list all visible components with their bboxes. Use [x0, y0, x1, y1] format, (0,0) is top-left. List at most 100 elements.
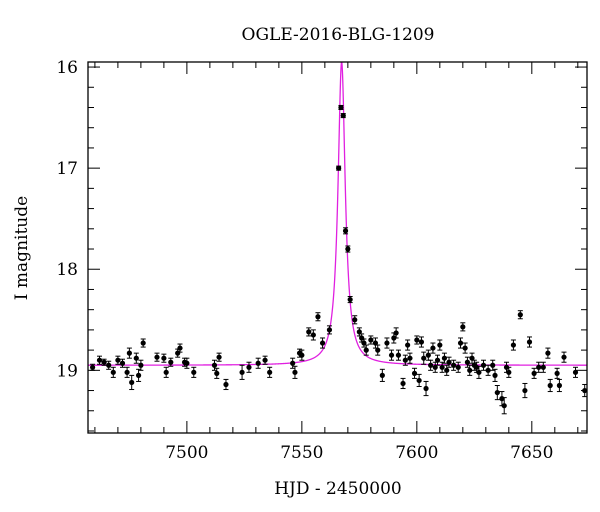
- data-point: [168, 359, 174, 365]
- data-point: [418, 339, 425, 345]
- y-tick-label: 16: [56, 58, 78, 78]
- x-axis-label: HJD - 2450000: [274, 479, 402, 499]
- data-point: [211, 362, 218, 368]
- data-point: [522, 387, 528, 394]
- plot-frame: [87, 61, 588, 434]
- data-point: [310, 332, 316, 338]
- data-point: [425, 352, 431, 358]
- data-point: [407, 355, 413, 361]
- data-point: [545, 350, 551, 356]
- data-point: [119, 360, 126, 366]
- x-tick-labels: 7500 7550 7600 7650: [165, 443, 553, 463]
- data-point: [375, 347, 381, 353]
- data-point: [262, 357, 268, 363]
- data-point: [494, 389, 500, 396]
- data-point: [467, 367, 473, 373]
- data-point: [133, 355, 139, 361]
- data-point: [292, 369, 298, 375]
- data-point: [572, 369, 579, 375]
- data-points-group: [89, 104, 588, 415]
- data-point: [437, 342, 443, 348]
- data-point: [352, 317, 358, 323]
- data-point: [526, 339, 533, 345]
- data-point: [561, 354, 567, 360]
- x-tick-label: 7500: [165, 443, 208, 463]
- data-point: [388, 352, 395, 358]
- data-point: [416, 377, 422, 384]
- data-point: [106, 362, 112, 368]
- data-point: [379, 372, 385, 378]
- data-point: [223, 381, 229, 388]
- data-point: [428, 362, 434, 368]
- data-point: [338, 104, 344, 111]
- chart-title: OGLE-2016-BLG-1209: [242, 25, 435, 45]
- data-point: [421, 355, 427, 361]
- data-point: [124, 369, 130, 375]
- data-point: [129, 379, 135, 386]
- data-point: [432, 364, 438, 370]
- data-point: [163, 369, 169, 375]
- data-point: [501, 403, 507, 409]
- data-point: [89, 364, 96, 370]
- data-point: [506, 369, 512, 375]
- y-tick-label: 17: [56, 159, 78, 179]
- data-point: [393, 330, 399, 336]
- y-axis-label: I magnitude: [12, 196, 32, 300]
- x-tick-label: 7650: [510, 443, 553, 463]
- data-point: [462, 345, 468, 351]
- data-point: [154, 354, 160, 360]
- data-point: [510, 342, 517, 348]
- data-point: [336, 165, 342, 171]
- data-point: [347, 296, 353, 303]
- data-point: [101, 359, 107, 365]
- data-point: [430, 345, 436, 351]
- data-point: [395, 352, 402, 358]
- data-point: [439, 364, 445, 370]
- data-point: [319, 340, 326, 346]
- data-point: [402, 357, 408, 363]
- data-point: [464, 359, 471, 365]
- data-point: [140, 340, 146, 346]
- model-curve-line: [88, 62, 587, 366]
- data-point: [531, 370, 537, 376]
- data-point: [115, 357, 121, 363]
- data-point: [492, 372, 498, 378]
- data-point: [517, 312, 523, 318]
- data-point: [444, 367, 450, 373]
- data-point: [161, 355, 167, 361]
- data-point: [255, 360, 261, 366]
- data-point: [267, 369, 273, 375]
- data-point: [536, 364, 542, 370]
- data-point: [441, 355, 448, 361]
- data-point: [411, 370, 418, 376]
- x-tick-label: 7600: [395, 443, 438, 463]
- data-point: [191, 369, 197, 375]
- data-point: [457, 340, 464, 346]
- data-point: [340, 112, 346, 119]
- model-curve-group: [88, 62, 587, 366]
- data-point: [290, 360, 296, 366]
- data-point: [485, 367, 491, 373]
- data-point: [342, 228, 349, 234]
- data-point: [540, 364, 546, 370]
- data-point: [446, 359, 452, 365]
- data-point: [400, 380, 406, 387]
- data-point: [363, 347, 369, 353]
- data-point: [135, 372, 142, 378]
- data-point: [345, 246, 351, 252]
- data-point: [451, 362, 457, 368]
- y-tick-label: 19: [56, 361, 78, 381]
- data-point: [368, 337, 374, 343]
- data-point: [177, 345, 183, 351]
- data-point: [110, 369, 116, 375]
- data-point: [315, 314, 321, 320]
- data-point: [455, 364, 461, 370]
- data-point: [556, 382, 563, 389]
- data-point: [138, 362, 144, 368]
- data-point: [246, 364, 252, 370]
- data-point: [469, 355, 475, 361]
- data-point: [434, 357, 441, 363]
- data-point: [460, 324, 466, 330]
- data-point: [356, 329, 362, 335]
